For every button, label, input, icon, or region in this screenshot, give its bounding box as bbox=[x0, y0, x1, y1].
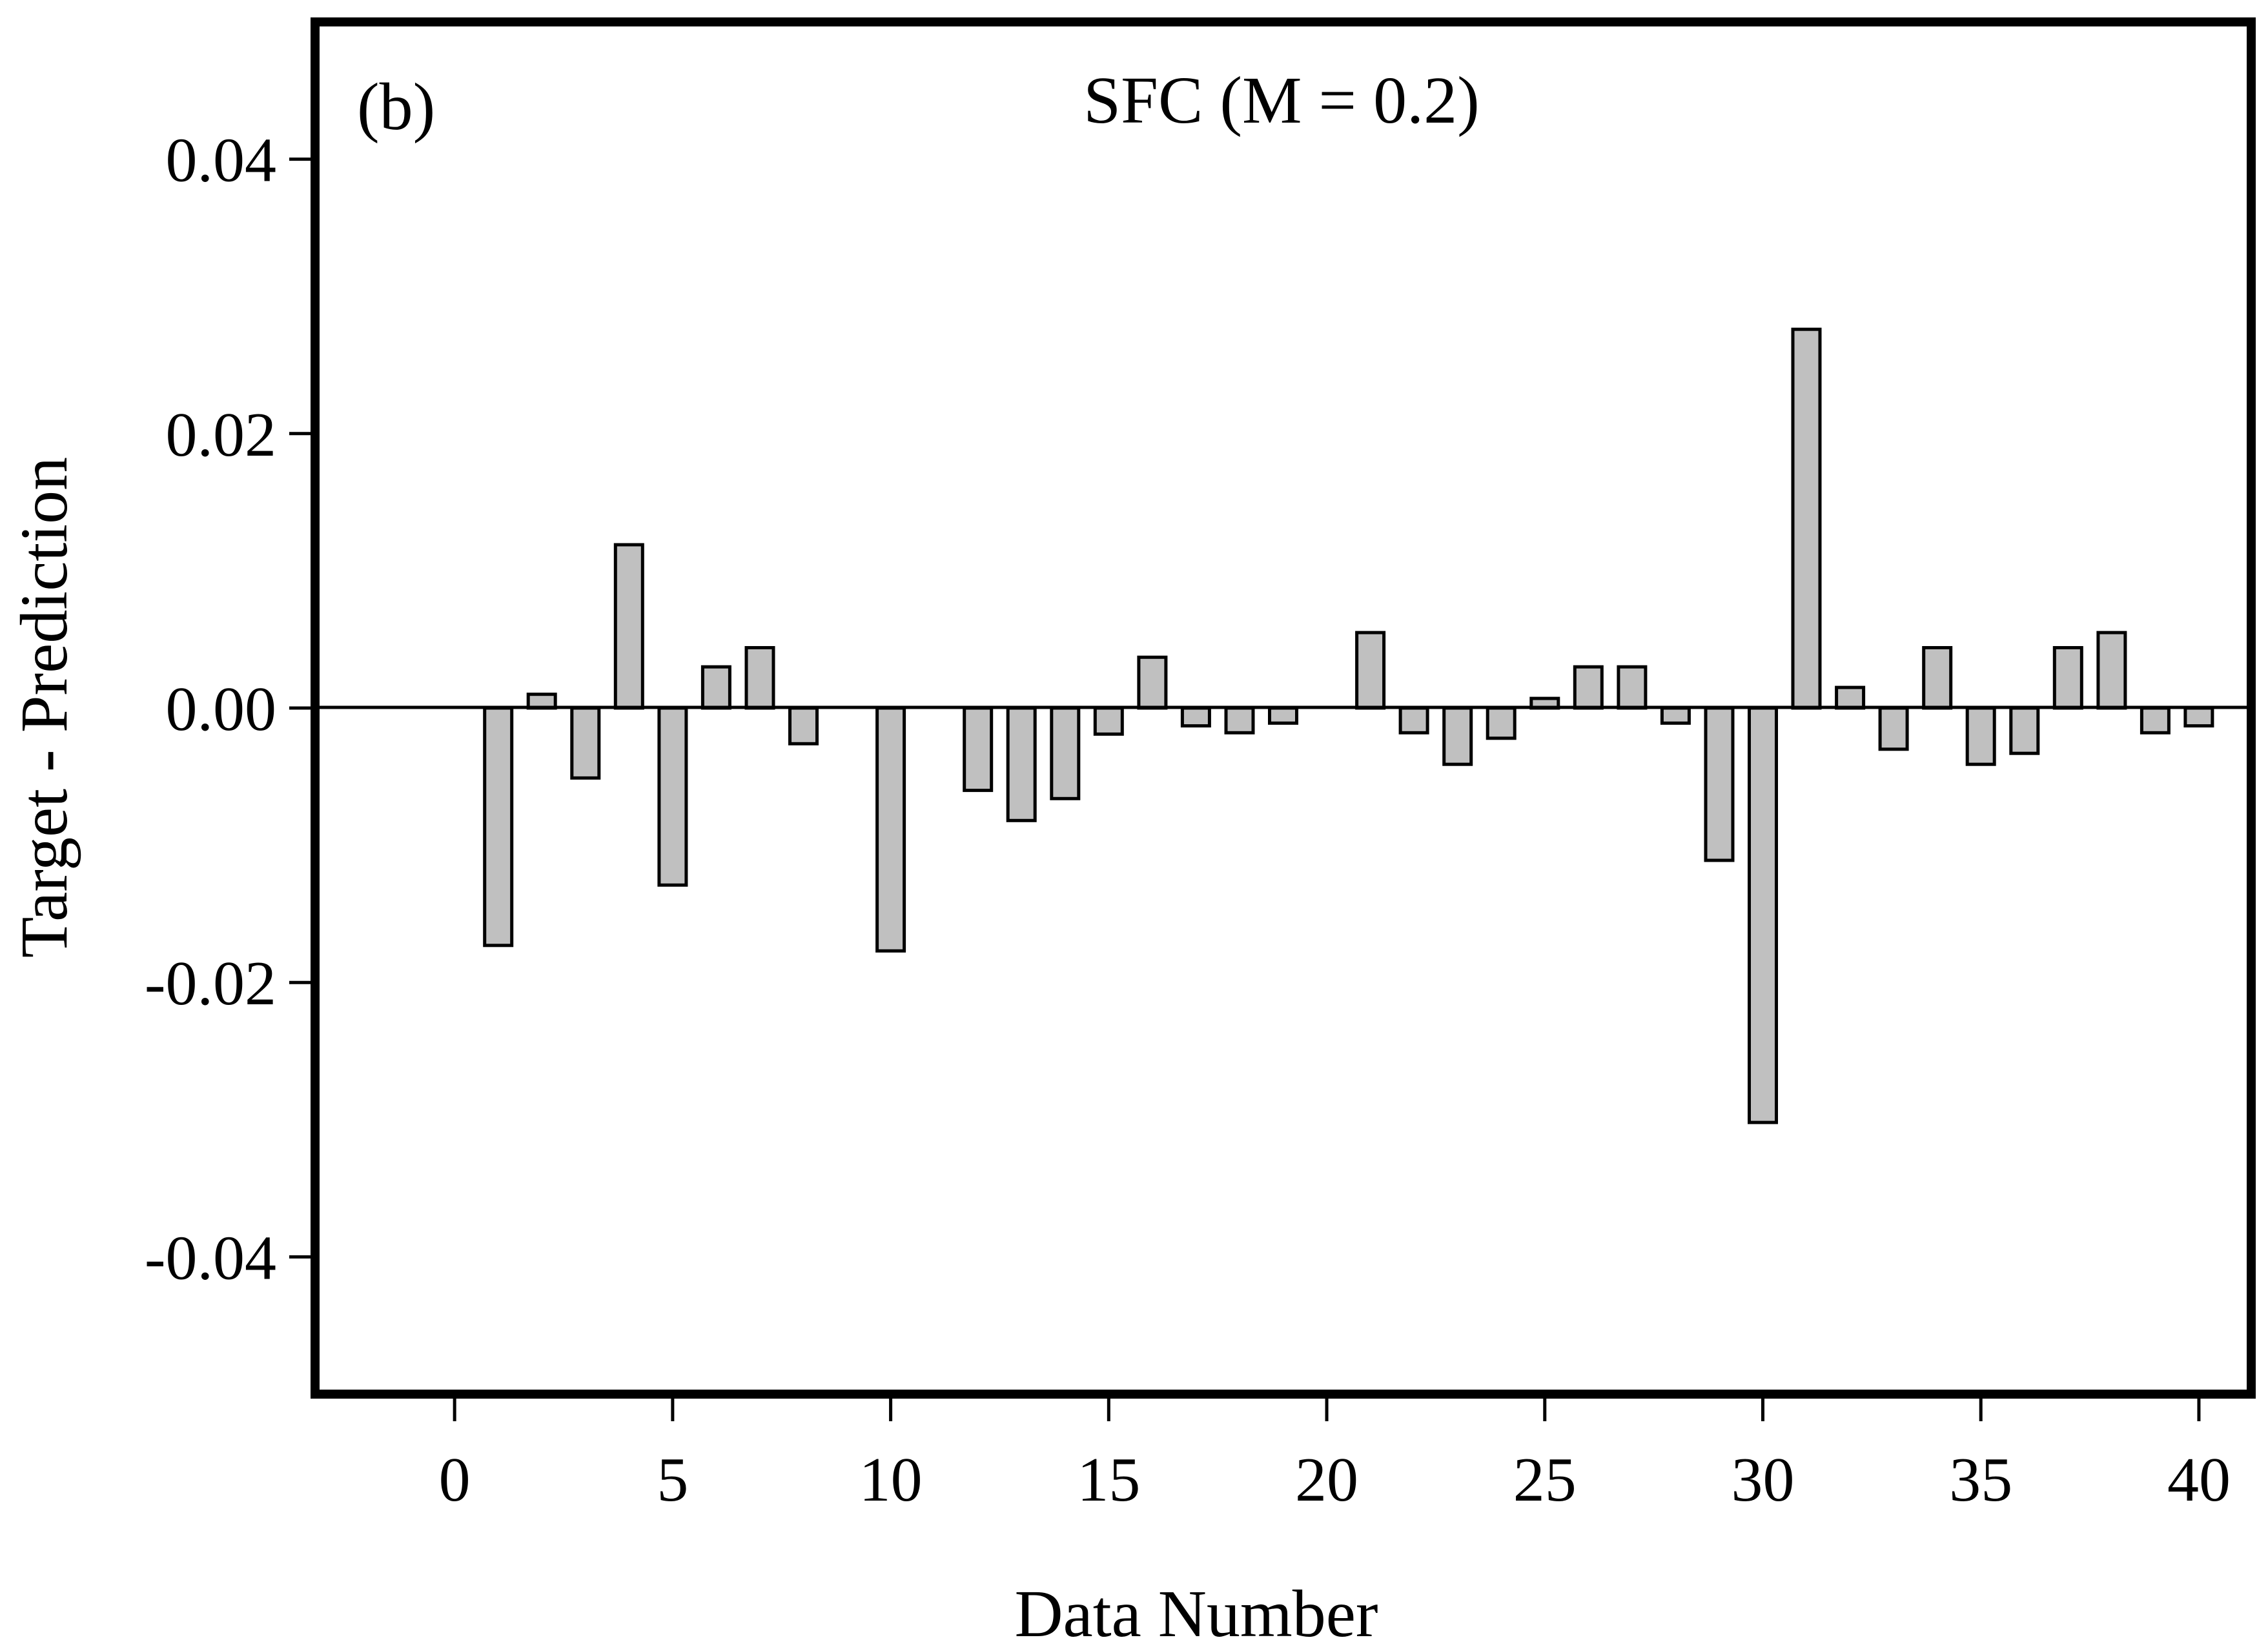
bar-37 bbox=[2052, 646, 2083, 710]
x-tick-label: 30 bbox=[1731, 1445, 1794, 1515]
bar-34 bbox=[1922, 646, 1953, 710]
bar-23 bbox=[1442, 706, 1473, 766]
y-tick-label: -0.02 bbox=[145, 949, 276, 1018]
bar-38 bbox=[2096, 631, 2127, 710]
bar-16 bbox=[1137, 655, 1168, 710]
panel-label: (b) bbox=[357, 70, 435, 144]
bar-8 bbox=[788, 706, 819, 745]
bar-22 bbox=[1398, 706, 1429, 734]
bar-36 bbox=[2009, 706, 2040, 755]
bars bbox=[483, 327, 2214, 1124]
bar-3 bbox=[570, 706, 601, 780]
y-tick-label: 0.02 bbox=[166, 400, 277, 470]
bar-26 bbox=[1573, 665, 1604, 710]
x-tick-label: 35 bbox=[1949, 1445, 2012, 1515]
bar-39 bbox=[2140, 706, 2171, 734]
bar-1 bbox=[483, 706, 514, 947]
bar-12 bbox=[963, 706, 994, 793]
bar-15 bbox=[1093, 706, 1124, 736]
bar-21 bbox=[1355, 631, 1386, 710]
bar-30 bbox=[1748, 706, 1778, 1124]
bar-35 bbox=[1965, 706, 1996, 766]
x-tick-label: 0 bbox=[439, 1445, 471, 1515]
y-tick-label: 0.00 bbox=[166, 674, 277, 744]
bar-33 bbox=[1878, 706, 1909, 751]
bar-14 bbox=[1050, 706, 1081, 800]
y-tick-label: -0.04 bbox=[145, 1223, 276, 1293]
x-tick-label: 25 bbox=[1513, 1445, 1577, 1515]
bar-19 bbox=[1268, 706, 1298, 725]
bar-27 bbox=[1617, 665, 1648, 710]
y-axis: 0.04 0.02 0.00 -0.02 -0.04 bbox=[145, 126, 315, 1293]
y-tick-label: 0.04 bbox=[166, 126, 277, 196]
bar-29 bbox=[1704, 706, 1735, 862]
x-tick-label: 10 bbox=[859, 1445, 923, 1515]
bar-5 bbox=[657, 706, 688, 887]
bar-31 bbox=[1791, 327, 1822, 710]
y-axis-label: Target - Prediction bbox=[7, 457, 81, 958]
x-tick-label: 5 bbox=[657, 1445, 688, 1515]
bar-4 bbox=[613, 543, 644, 710]
x-axis-label: Data Number bbox=[1014, 1577, 1378, 1651]
x-tick-label: 15 bbox=[1077, 1445, 1140, 1515]
bar-17 bbox=[1180, 706, 1211, 728]
chart-title: SFC (M = 0.2) bbox=[1083, 63, 1479, 137]
bar-40 bbox=[2183, 706, 2214, 728]
bar-28 bbox=[1660, 706, 1691, 725]
x-tick-label: 40 bbox=[2167, 1445, 2231, 1515]
bar-18 bbox=[1224, 706, 1255, 734]
bar-24 bbox=[1486, 706, 1517, 740]
bar-7 bbox=[744, 646, 775, 710]
x-axis: 0 5 10 15 20 25 30 35 40 bbox=[439, 1394, 2231, 1515]
x-tick-label: 20 bbox=[1295, 1445, 1358, 1515]
bar-10 bbox=[875, 706, 906, 953]
bar-6 bbox=[700, 665, 731, 710]
bar-13 bbox=[1006, 706, 1037, 822]
bar-32 bbox=[1835, 685, 1866, 710]
